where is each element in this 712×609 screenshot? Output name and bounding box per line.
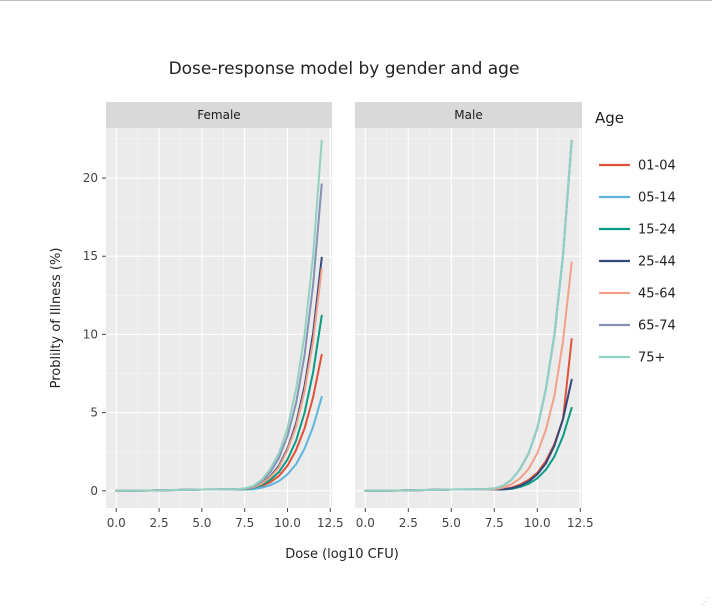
y-tick-label: 0	[90, 484, 98, 498]
chart-title: Dose-response model by gender and age	[169, 59, 520, 79]
window-top-border	[0, 0, 712, 1]
y-tick-label: 20	[83, 171, 98, 185]
legend-label: 15-24	[638, 223, 676, 238]
legend-item-45-64[interactable]: 45-64	[599, 287, 676, 302]
facet-strip	[106, 102, 332, 128]
legend-item-05-14[interactable]: 05-14	[599, 191, 676, 206]
legend-label: 65-74	[638, 319, 676, 334]
legend-label: 05-14	[638, 191, 676, 206]
legend-item-25-44[interactable]: 25-44	[599, 255, 676, 270]
plot-background	[355, 128, 582, 508]
legend[interactable]: Age 01-04 05-14 15-24 25-44 45-64 65-74 75+	[595, 109, 676, 366]
x-tick-label: 5.0	[442, 516, 461, 530]
legend-label: 25-44	[638, 255, 676, 270]
y-axis-label: Problilty of Illness (%)	[49, 248, 64, 389]
y-tick-label: 5	[90, 406, 98, 420]
x-tick-label: 7.5	[235, 516, 254, 530]
legend-label: 75+	[638, 351, 665, 366]
legend-item-65-74[interactable]: 65-74	[599, 319, 676, 334]
legend-item-01-04[interactable]: 01-04	[599, 159, 676, 174]
facet-panel-female: Female 0.0 2.5 5.0 7.5 10.0 12.5 0 5 10 15 20	[83, 102, 344, 530]
plot-background	[106, 128, 332, 508]
x-tick-label: 2.5	[150, 516, 169, 530]
facet-strip	[355, 102, 582, 128]
facet-panel-male: Male 0.0 2.5 5.0 7.5 10.0 12.5	[355, 102, 594, 530]
legend-item-75plus[interactable]: 75+	[599, 351, 665, 366]
facet-panels: Female 0.0 2.5 5.0 7.5 10.0 12.5 0 5 10 15 20 Male 0.…	[83, 102, 594, 530]
legend-item-15-24[interactable]: 15-24	[599, 223, 676, 238]
x-tick-label: 7.5	[485, 516, 504, 530]
series-line-75plus	[364, 139, 573, 492]
x-tick-label: 10.0	[524, 516, 551, 530]
x-tick-label: 12.5	[567, 516, 594, 530]
facet-strip-label: Male	[454, 108, 482, 122]
y-tick-label: 10	[83, 327, 98, 341]
x-tick-label: 0.0	[107, 516, 126, 530]
facet-strip-label: Female	[197, 108, 240, 122]
x-axis-label: Dose (log10 CFU)	[285, 547, 399, 562]
x-tick-label: 2.5	[399, 516, 418, 530]
x-tick-label: 0.0	[356, 516, 375, 530]
legend-label: 01-04	[638, 159, 676, 174]
x-tick-label: 5.0	[192, 516, 211, 530]
legend-label: 45-64	[638, 287, 676, 302]
legend-title: Age	[595, 109, 624, 127]
resize-grip-icon[interactable]: ⋰	[701, 597, 710, 607]
x-tick-label: 12.5	[317, 516, 344, 530]
x-tick-label: 10.0	[274, 516, 301, 530]
series-line-75plus	[115, 139, 323, 492]
y-tick-label: 15	[83, 249, 98, 263]
